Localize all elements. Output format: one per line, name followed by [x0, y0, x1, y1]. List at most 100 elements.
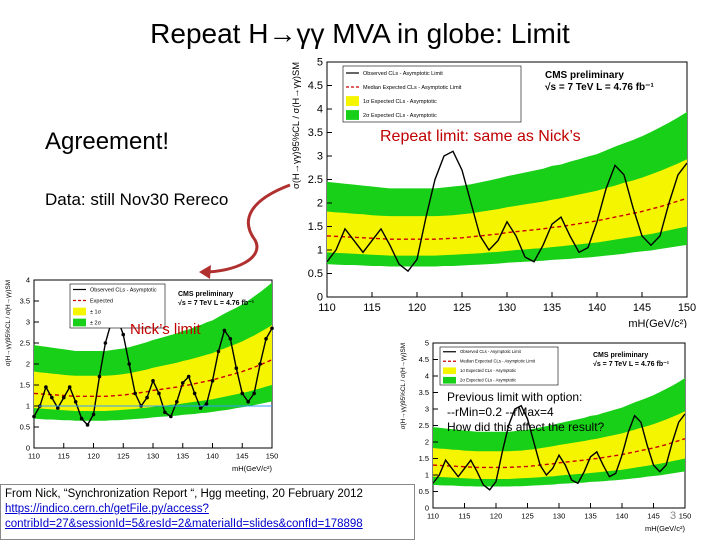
y-tick-label: 4.5: [308, 80, 323, 92]
previous-note-line2: --rMin=0.2 --rMax=4: [447, 405, 554, 419]
legend-one-sigma-swatch: [73, 307, 86, 316]
y-tick-label: 0: [425, 504, 429, 513]
one-sigma-band: [327, 159, 687, 256]
observed-point: [264, 337, 268, 341]
y-axis-label: σ(H→γγ)95%CL / σ(H→γγ)SM: [291, 62, 301, 189]
energy-label: √s = 7 TeV L = 4.76 fb⁻¹: [593, 360, 670, 368]
observed-line: [432, 404, 686, 491]
x-tick-label: 135: [176, 452, 189, 461]
slide-title: Repeat H→γγ MVA in globe: Limit: [150, 18, 570, 49]
repeat-limit-label: Repeat limit: same as Nick’s: [380, 128, 581, 145]
x-tick-label: 135: [543, 302, 561, 314]
observed-point: [79, 416, 84, 421]
legend-two-sigma: 2σ Expected CLs - Asymptotic: [363, 113, 437, 119]
legend-observed: Observed CLs - Asymptotic: [90, 287, 157, 293]
y-tick-label: 3.5: [308, 127, 323, 139]
legend-two-sigma-swatch: [346, 110, 359, 120]
legend-expected: Median Expected CLs - Asymptotic Limit: [363, 85, 462, 91]
previous-note-line3: How did this affect the result?: [447, 420, 605, 434]
arrow-path: [202, 183, 291, 274]
observed-point: [151, 379, 155, 383]
y-tick-label: 1: [26, 402, 30, 411]
x-tick-label: 115: [459, 512, 471, 521]
x-tick-label: 140: [206, 452, 219, 461]
observed-point: [228, 337, 233, 341]
cms-label: CMS preliminary: [593, 352, 648, 359]
x-axis-label: mH(GeV/c²): [645, 524, 686, 533]
y-tick-label: 2: [26, 360, 30, 369]
y-tick-label: 4.5: [419, 355, 429, 364]
previous-note-line1: Previous limit with option:: [447, 390, 583, 404]
x-tick-label: 140: [588, 302, 606, 314]
legend-one-sigma-swatch: [443, 367, 456, 375]
y-tick-label: 1: [425, 471, 429, 480]
observed-point: [56, 406, 60, 410]
y-tick-label: 4: [425, 372, 429, 381]
observed-point: [91, 412, 96, 417]
x-tick-label: 120: [87, 452, 100, 461]
cms-label: CMS preliminary: [178, 291, 233, 298]
x-tick-label: 120: [408, 302, 426, 314]
y-tick-label: 5: [317, 57, 323, 69]
y-tick-label: 2.5: [20, 339, 30, 348]
legend-box: [342, 65, 522, 123]
legend-two-sigma-swatch: [443, 376, 456, 384]
observed-point: [204, 402, 209, 406]
cms-label: CMS preliminary: [545, 70, 624, 81]
observed-point: [163, 410, 167, 415]
x-tick-label: 150: [266, 452, 279, 461]
x-tick-label: 125: [453, 302, 471, 314]
x-tick-label: 115: [363, 302, 381, 314]
legend-one-sigma-swatch: [346, 96, 359, 106]
observed-point: [186, 374, 191, 379]
legend-observed: Observed CLs - Asymptotic Limit: [363, 71, 443, 77]
x-axis-label: mH(GeV/c²): [232, 464, 273, 473]
x-tick-label: 130: [147, 452, 160, 461]
y-tick-label: 1: [317, 245, 323, 257]
agreement-text: Agreement!: [45, 128, 170, 155]
y-tick-label: 3.5: [20, 297, 30, 306]
legend-one-sigma: 1σ Expected CLs - Asymptotic: [460, 368, 516, 373]
observed-point: [192, 391, 197, 396]
observed-point: [258, 362, 262, 366]
y-tick-label: 0: [26, 444, 30, 453]
energy-label: √s = 7 TeV L = 4.76 fb⁻¹: [178, 299, 255, 307]
y-tick-label: 4: [26, 276, 30, 285]
source-text: From Nick, “Synchronization Report “, Hg…: [5, 488, 363, 500]
x-tick-label: 145: [633, 302, 651, 314]
x-tick-label: 125: [521, 512, 534, 521]
observed-point: [180, 381, 185, 385]
observed-point: [97, 374, 102, 379]
legend-two-sigma: 2σ Expected CLs - Asymptotic: [460, 378, 516, 383]
nick-limit-chart: 110 115 120 125 130 135 140 145 150 0 0.5 1 1.5 2 2.5 3…: [5, 276, 279, 474]
observed-point: [73, 400, 78, 404]
y-tick-label: 2: [317, 198, 323, 210]
one-sigma-band: [34, 324, 272, 412]
expected-line: [326, 197, 688, 240]
x-tick-label: 125: [117, 452, 130, 461]
y-tick-label: 0.5: [308, 268, 323, 280]
y-tick-label: 3: [425, 405, 429, 414]
y-tick-label: 2: [425, 438, 429, 447]
y-tick-label: 2.5: [308, 174, 323, 186]
y-tick-label: 2.5: [419, 421, 429, 430]
legend-two-sigma-swatch: [73, 318, 86, 327]
x-tick-label: 110: [427, 512, 439, 521]
x-axis-label: mH(GeV/c²): [628, 318, 687, 328]
x-tick-label: 110: [28, 452, 40, 461]
legend-one-sigma: 1σ Expected CLs - Asymptotic: [363, 99, 437, 105]
legend-expected: Expected: [90, 298, 113, 304]
observed-point: [85, 423, 90, 427]
observed-point: [270, 326, 274, 331]
y-tick-label: 3: [26, 318, 30, 327]
y-tick-label: 1.5: [419, 454, 429, 463]
observed-point: [246, 400, 250, 404]
source-link[interactable]: https://indico.cern.ch/getFile.py/access…: [5, 503, 363, 530]
y-tick-label: 0.5: [20, 423, 30, 432]
observed-point: [32, 414, 36, 419]
observed-point: [252, 391, 256, 396]
observed-point: [145, 395, 149, 400]
observed-point: [216, 349, 221, 354]
y-axis-label: σ(H→γγ)95%CL / σ(H→γγ)SM: [400, 343, 407, 429]
y-tick-label: 3.5: [419, 388, 429, 397]
